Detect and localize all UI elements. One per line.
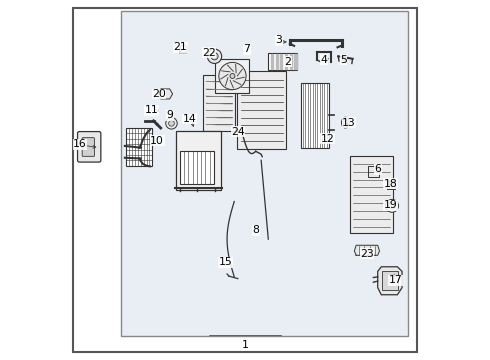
Polygon shape [378,267,402,295]
Polygon shape [354,245,379,255]
Text: 13: 13 [342,118,356,128]
Bar [122,12,408,336]
Circle shape [389,203,395,209]
Text: 2: 2 [285,57,292,67]
Bar [125,128,152,166]
Polygon shape [158,89,172,99]
Circle shape [169,121,174,126]
FancyBboxPatch shape [82,138,95,156]
Text: 6: 6 [374,164,381,174]
FancyBboxPatch shape [350,156,393,233]
Bar [300,83,329,148]
Text: 16: 16 [73,139,87,149]
Text: 15: 15 [219,257,232,267]
Text: 19: 19 [383,200,397,210]
Text: 8: 8 [252,225,259,235]
FancyBboxPatch shape [77,132,101,162]
FancyBboxPatch shape [203,75,235,131]
Text: 18: 18 [383,179,397,189]
Bar [180,151,214,184]
FancyBboxPatch shape [176,131,221,190]
Bar [382,271,398,291]
Polygon shape [294,54,296,69]
Text: 21: 21 [173,42,187,52]
Text: 9: 9 [166,111,173,121]
Circle shape [389,183,393,187]
Bar [269,53,297,69]
Polygon shape [290,54,292,69]
Text: 22: 22 [202,48,216,58]
Circle shape [166,118,177,129]
Text: 3: 3 [276,35,283,45]
Bar [216,59,249,93]
Circle shape [386,199,398,212]
Bar [388,181,395,189]
Polygon shape [271,54,273,69]
Circle shape [230,73,235,78]
Polygon shape [280,54,282,69]
Circle shape [211,53,218,60]
Polygon shape [275,54,278,69]
Text: 11: 11 [145,105,159,115]
Text: 5: 5 [340,55,347,65]
Text: 7: 7 [244,44,250,54]
Ellipse shape [342,117,349,128]
Text: 10: 10 [150,136,164,145]
Bar [368,166,379,177]
Circle shape [207,49,221,63]
Text: 12: 12 [320,134,334,144]
Circle shape [219,62,246,90]
Text: 14: 14 [183,114,196,124]
Ellipse shape [343,120,347,126]
Text: 24: 24 [231,127,245,136]
Text: 23: 23 [360,248,374,258]
Text: 4: 4 [320,55,327,65]
Polygon shape [180,44,187,53]
Polygon shape [285,54,287,69]
Text: 1: 1 [242,340,248,350]
Text: 17: 17 [389,275,402,285]
Text: 20: 20 [152,89,166,99]
FancyBboxPatch shape [237,71,286,149]
